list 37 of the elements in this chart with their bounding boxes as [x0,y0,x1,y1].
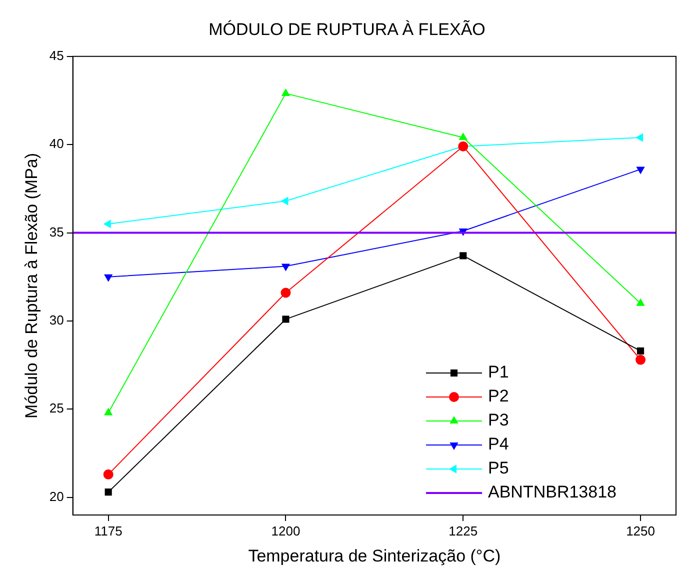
chart-title: MÓDULO DE RUPTURA À FLEXÃO [208,20,486,39]
x-tick-label: 1200 [271,523,300,538]
x-axis-title: Temperatura de Sinterização (°C) [248,546,501,566]
y-tick-label: 30 [49,312,64,328]
point [636,166,645,174]
point [636,347,644,354]
y-tick-label: 25 [49,400,64,416]
point [104,274,113,282]
point [636,298,645,306]
legend-label: P1 [488,362,509,382]
point [636,133,644,142]
point [460,252,467,260]
x-tick-label: 1175 [94,523,122,538]
legend-label: P4 [488,434,509,454]
point [103,220,111,228]
y-tick-label: 35 [49,224,64,240]
point [281,264,290,272]
y-tick-label: 45 [49,48,64,63]
legend-label: P2 [488,386,509,406]
legend-label: ABNTNBR13818 [488,482,617,502]
point [103,469,114,480]
point [104,488,112,496]
point [281,88,290,96]
point [458,141,468,152]
legend-label: P5 [488,458,509,478]
y-axis-title: Módulo de Ruptura à Flexão (MPa) [22,152,41,418]
x-tick-label: 1225 [448,523,478,538]
legend-label: P3 [488,410,509,430]
point [104,408,113,416]
point [282,316,290,323]
point [280,288,291,298]
y-tick-label: 20 [49,488,64,504]
x-tick-label: 1250 [626,523,655,538]
point [458,132,468,140]
point [636,354,646,365]
y-tick-label: 40 [49,136,64,152]
point [280,196,288,206]
